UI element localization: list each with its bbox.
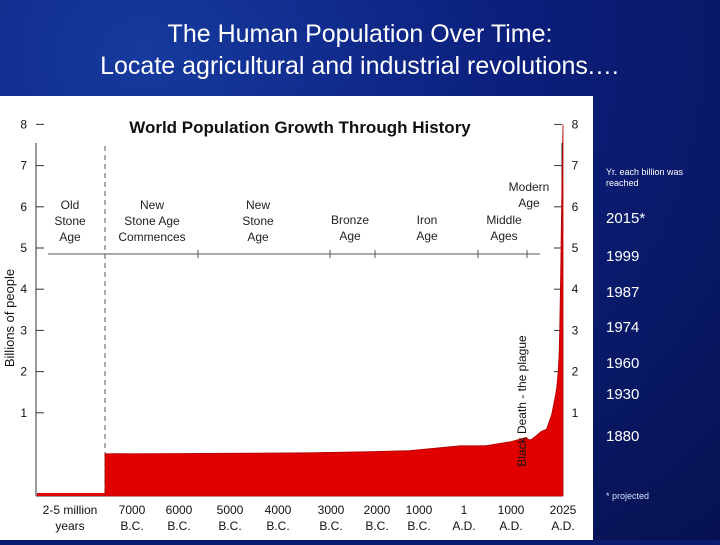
x-tick-label-top: 1 bbox=[461, 503, 468, 517]
era-label: New bbox=[246, 198, 270, 212]
era-label: Age bbox=[518, 196, 540, 210]
era-label: Bronze bbox=[331, 213, 369, 227]
y-tick-label-right: 6 bbox=[572, 200, 579, 214]
era-label: Age bbox=[416, 229, 438, 243]
x-tick-label-top: 2025 bbox=[550, 503, 577, 517]
population-chart: World Population Growth Through History 1… bbox=[2, 117, 579, 533]
milestone-year: 1974 bbox=[606, 319, 640, 336]
era-label: Age bbox=[339, 229, 361, 243]
y-tick-label-right: 7 bbox=[572, 159, 579, 173]
x-tick-label-bottom: B.C. bbox=[365, 519, 388, 533]
era-label: Old bbox=[61, 198, 80, 212]
y-tick-label-right: 2 bbox=[572, 365, 579, 379]
x-tick-label-bottom: B.C. bbox=[167, 519, 190, 533]
x-tick-label-bottom: B.C. bbox=[120, 519, 143, 533]
y-tick-label-right: 8 bbox=[572, 117, 579, 131]
footnote: * projected bbox=[606, 491, 650, 501]
x-tick-label-top: 5000 bbox=[217, 503, 244, 517]
x-tick-label-top: 4000 bbox=[265, 503, 292, 517]
y-tick-label-left: 7 bbox=[20, 159, 27, 173]
era-label: Stone bbox=[54, 214, 86, 228]
x-tick-label-bottom: B.C. bbox=[407, 519, 430, 533]
y-tick-label-left: 3 bbox=[20, 323, 27, 337]
milestone-year: 1987 bbox=[606, 284, 640, 301]
era-label: Age bbox=[247, 230, 269, 244]
y-tick-label-right: 5 bbox=[572, 241, 579, 255]
y-tick-label-left: 8 bbox=[20, 117, 27, 131]
milestone-year: 1880 bbox=[606, 428, 640, 445]
y-tick-label-right: 1 bbox=[572, 406, 579, 420]
milestone-year: 1930 bbox=[606, 386, 640, 403]
era-label: Iron bbox=[417, 213, 438, 227]
y-tick-label-right: 4 bbox=[572, 282, 579, 296]
x-tick-label-bottom: A.D. bbox=[551, 519, 574, 533]
x-tick-label-bottom: B.C. bbox=[218, 519, 241, 533]
x-tick-label-top: 3000 bbox=[318, 503, 345, 517]
y-axis-label: Billions of people bbox=[2, 269, 17, 367]
y-tick-label-left: 6 bbox=[20, 200, 27, 214]
era-label: Stone Age bbox=[124, 214, 180, 228]
side-note: Yr. each billion was reached bbox=[606, 167, 684, 188]
x-tick-label-top: 7000 bbox=[119, 503, 146, 517]
slide-title-line2: Locate agricultural and industrial revol… bbox=[100, 52, 620, 80]
area-prehistory bbox=[37, 493, 106, 496]
x-tick-label-top: 2000 bbox=[364, 503, 391, 517]
x-tick-label-bottom: A.D. bbox=[499, 519, 522, 533]
era-label: Middle bbox=[486, 213, 522, 227]
era-label: New bbox=[140, 198, 164, 212]
x-tick-label-bottom: B.C. bbox=[266, 519, 289, 533]
y-tick-label-right: 3 bbox=[572, 323, 579, 337]
slide-title: The Human Population Over Time: Locate a… bbox=[0, 18, 720, 82]
x-tick-label-top: 2-5 million bbox=[43, 503, 98, 517]
y-tick-label-left: 5 bbox=[20, 241, 27, 255]
chart-title: World Population Growth Through History bbox=[129, 118, 471, 137]
milestone-year: 2015* bbox=[606, 210, 646, 227]
x-tick-label-top: 6000 bbox=[166, 503, 193, 517]
x-tick-label-bottom: A.D. bbox=[452, 519, 475, 533]
milestone-year: 1999 bbox=[606, 248, 640, 265]
era-label: Commences bbox=[118, 230, 185, 244]
x-tick-label-top: 1000 bbox=[498, 503, 525, 517]
era-label: Ages bbox=[490, 229, 517, 243]
population-area bbox=[104, 124, 564, 497]
x-tick-label-top: 1000 bbox=[406, 503, 433, 517]
y-tick-label-left: 1 bbox=[20, 406, 27, 420]
y-tick-label-left: 2 bbox=[20, 365, 27, 379]
black-death-annotation: Black Death - the plague bbox=[515, 335, 529, 467]
milestone-year: 1960 bbox=[606, 355, 640, 372]
x-tick-label-bottom: B.C. bbox=[319, 519, 342, 533]
chart-panel: World Population Growth Through History 1… bbox=[0, 96, 593, 540]
era-label: Stone bbox=[242, 214, 274, 228]
slide-title-line1: The Human Population Over Time: bbox=[167, 20, 553, 48]
era-label: Modern bbox=[509, 180, 550, 194]
x-tick-label-bottom: years bbox=[55, 519, 84, 533]
era-label: Age bbox=[59, 230, 81, 244]
y-tick-label-left: 4 bbox=[20, 282, 27, 296]
